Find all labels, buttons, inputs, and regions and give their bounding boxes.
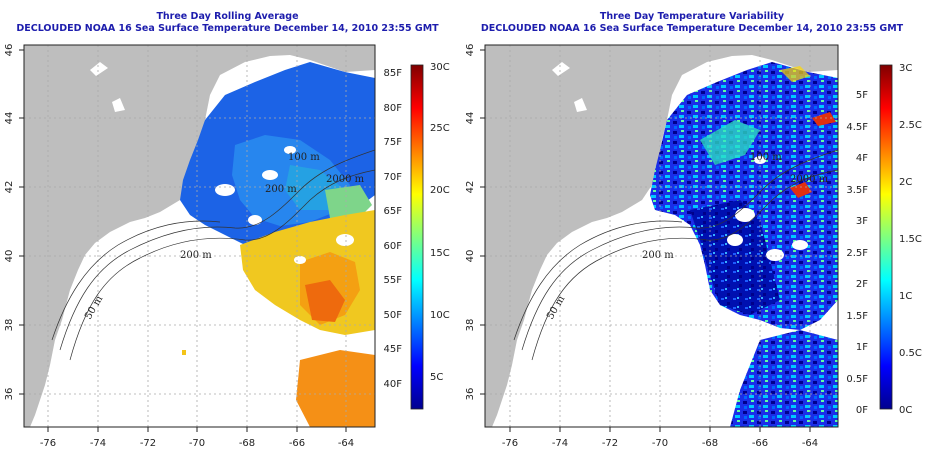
left-contour-200m-b: 200 m <box>265 184 297 195</box>
left-cb-c-4: 25C <box>430 123 450 134</box>
right-cb-c-1: 0.5C <box>899 348 922 359</box>
left-lat-tick-38: 38 <box>4 319 15 332</box>
right-land-mass <box>485 45 838 427</box>
right-cb-f-5: 2.5F <box>846 248 868 259</box>
right-cb-c-6: 3C <box>899 63 912 74</box>
left-contour-200m-a: 200 m <box>180 250 212 261</box>
left-cb-c-3: 20C <box>430 185 450 196</box>
right-lon-tick-3: -72 <box>602 438 618 449</box>
left-map-panel: 200 m 200 m 100 m 2000 m 50 m -76 -74 -7… <box>4 44 376 449</box>
left-cb-c-0: 5C <box>430 372 443 383</box>
right-lon-tick-6: -66 <box>752 438 768 449</box>
right-cb-f-6: 3F <box>856 216 868 227</box>
right-title-line1: Three Day Temperature Variability <box>599 11 785 22</box>
left-lon-tick-1: -76 <box>40 438 56 449</box>
left-colorbar: 40F 45F 50F 55F 60F 65F 70F 75F 80F 85F … <box>384 62 450 410</box>
left-cb-c-5: 30C <box>430 62 450 73</box>
right-lon-tick-4: -70 <box>652 438 668 449</box>
right-cb-c-0: 0C <box>899 405 912 416</box>
left-lon-tick-3: -72 <box>140 438 156 449</box>
right-map-panel: 200 m 100 m 2000 m 50 m -76 -74 -72 -70 … <box>465 44 839 449</box>
right-cb-f-0: 0F <box>856 405 868 416</box>
right-lat-tick-40: 40 <box>465 250 476 263</box>
right-map-title: Three Day Temperature Variability DECLOU… <box>462 11 922 35</box>
right-cb-f-4: 2F <box>856 279 868 290</box>
right-cb-c-3: 1.5C <box>899 234 922 245</box>
right-lon-tick-2: -74 <box>552 438 568 449</box>
right-variability-region <box>650 62 838 330</box>
left-cb-c-2: 15C <box>430 248 450 259</box>
left-lon-tick-6: -66 <box>289 438 305 449</box>
right-lat-tick-42: 42 <box>465 181 476 194</box>
right-cb-f-2: 1F <box>856 342 868 353</box>
left-title-line2: DECLOUDED NOAA 16 Sea Surface Temperatur… <box>16 23 439 34</box>
left-cb-f-7: 75F <box>384 137 403 148</box>
left-map-title: Three Day Rolling Average DECLOUDED NOAA… <box>0 11 455 35</box>
left-lon-tick-5: -68 <box>239 438 255 449</box>
left-lon-tick-2: -74 <box>90 438 106 449</box>
right-lon-tick-7: -64 <box>802 438 818 449</box>
right-cb-c-2: 1C <box>899 291 912 302</box>
left-lon-tick-4: -70 <box>189 438 205 449</box>
left-cb-f-9: 85F <box>384 68 403 79</box>
left-cb-f-1: 45F <box>384 344 403 355</box>
right-contour-2000m: 2000 m <box>790 174 829 185</box>
left-contour-100m: 100 m <box>288 152 320 163</box>
left-lon-tick-7: -64 <box>338 438 354 449</box>
left-cb-f-8: 80F <box>384 103 403 114</box>
left-contour-2000m: 2000 m <box>326 174 365 185</box>
right-cb-f-3: 1.5F <box>846 311 868 322</box>
right-lat-tick-46: 46 <box>465 44 476 57</box>
right-lon-tick-5: -68 <box>702 438 718 449</box>
left-cb-f-3: 55F <box>384 275 403 286</box>
left-cb-f-4: 60F <box>384 241 403 252</box>
right-cb-f-7: 3.5F <box>846 185 868 196</box>
left-title-line1: Three Day Rolling Average <box>156 11 299 22</box>
left-cb-f-6: 70F <box>384 172 403 183</box>
right-lat-tick-44: 44 <box>465 112 476 125</box>
left-lat-tick-46: 46 <box>4 44 15 57</box>
left-cb-f-5: 65F <box>384 206 403 217</box>
right-lon-tick-1: -76 <box>502 438 518 449</box>
right-cb-c-5: 2.5C <box>899 120 922 131</box>
right-cb-f-8: 4F <box>856 153 868 164</box>
right-cb-c-4: 2C <box>899 177 912 188</box>
left-cb-f-0: 40F <box>384 379 403 390</box>
right-cb-f-10: 5F <box>856 90 868 101</box>
left-land-mass <box>24 45 375 427</box>
right-lat-tick-36: 36 <box>465 388 476 401</box>
left-cb-f-2: 50F <box>384 310 403 321</box>
right-cb-f-1: 0.5F <box>846 374 868 385</box>
right-title-line2: DECLOUDED NOAA 16 Sea Surface Temperatur… <box>480 23 904 34</box>
left-lat-tick-44: 44 <box>4 112 15 125</box>
left-cb-c-1: 10C <box>430 310 450 321</box>
right-lat-tick-38: 38 <box>465 319 476 332</box>
left-lat-tick-36: 36 <box>4 388 15 401</box>
left-lat-tick-42: 42 <box>4 181 15 194</box>
right-contour-100m: 100 m <box>750 152 782 163</box>
right-contour-200m: 200 m <box>642 250 674 261</box>
right-colorbar: 0F 0.5F 1F 1.5F 2F 2.5F 3F 3.5F 4F 4.5F … <box>846 63 922 416</box>
left-lat-tick-40: 40 <box>4 250 15 263</box>
right-cb-f-9: 4.5F <box>846 122 868 133</box>
